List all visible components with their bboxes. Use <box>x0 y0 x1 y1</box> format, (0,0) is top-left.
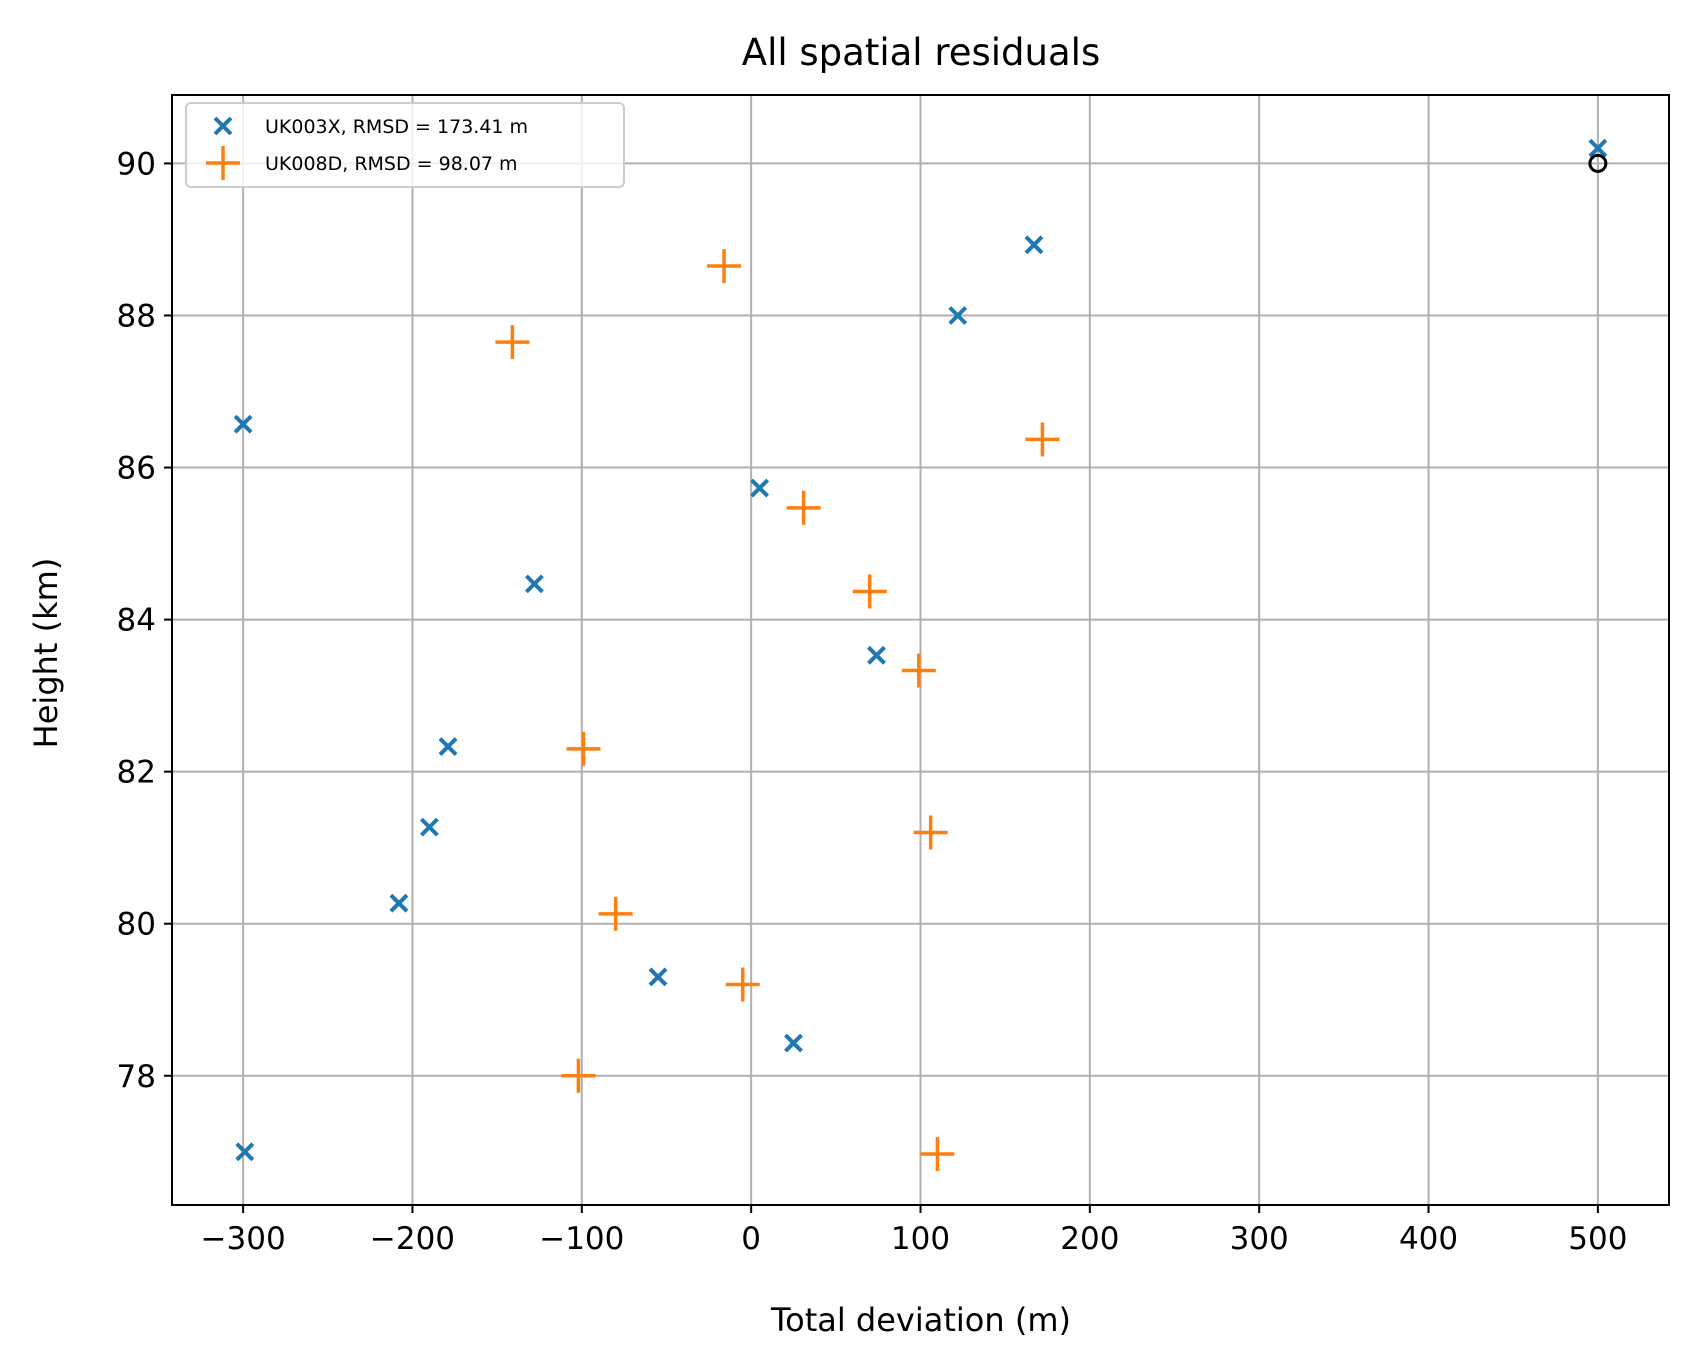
data-point-series-1 <box>707 249 742 284</box>
data-point-series-0 <box>784 1033 803 1053</box>
data-point-series-0 <box>750 478 770 498</box>
data-point-series-1 <box>1025 422 1060 457</box>
legend-label-uk003x: UK003X, RMSD = 173.41 m <box>265 116 528 138</box>
data-point-series-0 <box>1024 235 1044 255</box>
data-point-series-1 <box>901 653 936 688</box>
grid <box>172 95 1669 1205</box>
x-marker-stroke <box>867 645 886 665</box>
x-tick-label: 0 <box>741 1221 761 1257</box>
y-tick-label: 84 <box>117 603 156 639</box>
x-tick-label: −300 <box>201 1221 286 1257</box>
y-tick-label: 80 <box>117 907 156 943</box>
x-marker-stroke <box>233 414 253 434</box>
x-tick-label: 100 <box>891 1221 950 1257</box>
x-tick-label: −200 <box>370 1221 455 1257</box>
x-tick-label: 300 <box>1230 1221 1289 1257</box>
x-tick-label: 400 <box>1399 1221 1458 1257</box>
x-tick-label: −100 <box>539 1221 624 1257</box>
x-marker-stroke <box>648 967 668 987</box>
y-axis-label: Height (km) <box>27 558 65 749</box>
ticks: −300 −200 −100 0 100 200 300 400 500 78 80 82 84 86 88… <box>117 146 1628 1257</box>
data-point-series-0 <box>389 893 409 913</box>
x-marker-stroke <box>235 1142 255 1162</box>
data-point-series-0 <box>1588 138 1608 158</box>
y-tick-label: 78 <box>117 1059 156 1095</box>
x-marker-stroke <box>1024 235 1044 255</box>
data-point-series-0 <box>438 737 458 756</box>
x-marker-stroke <box>784 1033 803 1053</box>
data-point-series-0 <box>648 967 668 987</box>
legend-label-uk008d: UK008D, RMSD = 98.07 m <box>265 153 518 175</box>
legend-marker-uk008d <box>206 146 240 180</box>
data-point-series-0 <box>419 817 439 837</box>
y-tick-label: 82 <box>117 755 156 791</box>
legend-box <box>185 102 625 188</box>
legend-marker-uk003x <box>213 116 233 136</box>
x-tick-label: 500 <box>1568 1221 1627 1257</box>
x-marker-stroke <box>948 306 968 325</box>
data-point-series-1 <box>566 731 601 766</box>
data-point-series-0 <box>235 1142 255 1162</box>
data-point-series-0 <box>233 414 253 434</box>
chart-title: All spatial residuals <box>742 31 1100 74</box>
data-point-series-0 <box>948 306 968 325</box>
x-marker-stroke <box>1588 138 1608 158</box>
data-point-series-1 <box>495 325 530 360</box>
data-point-series-1 <box>786 490 821 525</box>
data-point-series-0 <box>867 645 886 665</box>
legend-plus-marker <box>206 146 240 180</box>
y-tick-label: 88 <box>117 298 156 334</box>
data-marks <box>233 138 1608 1172</box>
data-point-series-1 <box>852 574 887 609</box>
legend-x-marker <box>213 116 233 136</box>
x-axis-label: Total deviation (m) <box>770 1301 1071 1339</box>
legend: UK003X, RMSD = 173.41 m UK008D, RMSD = 9… <box>185 102 625 188</box>
x-tick-label: 200 <box>1060 1221 1119 1257</box>
data-point-series-1 <box>598 896 633 931</box>
y-tick-label: 90 <box>117 146 156 182</box>
x-marker-stroke <box>438 737 458 756</box>
x-marker-stroke <box>750 478 770 498</box>
data-point-series-1 <box>561 1058 596 1093</box>
data-point-series-1 <box>920 1137 955 1172</box>
x-marker-stroke <box>419 817 439 837</box>
open-circle-marker <box>1588 153 1608 173</box>
x-marker-stroke <box>389 893 409 913</box>
data-point-series-1 <box>913 815 948 850</box>
x-marker-stroke <box>524 574 544 594</box>
x-marker-stroke <box>213 116 233 136</box>
data-point-series-1 <box>725 967 760 1002</box>
y-tick-label: 86 <box>117 451 156 487</box>
data-point-series-0 <box>524 574 544 594</box>
